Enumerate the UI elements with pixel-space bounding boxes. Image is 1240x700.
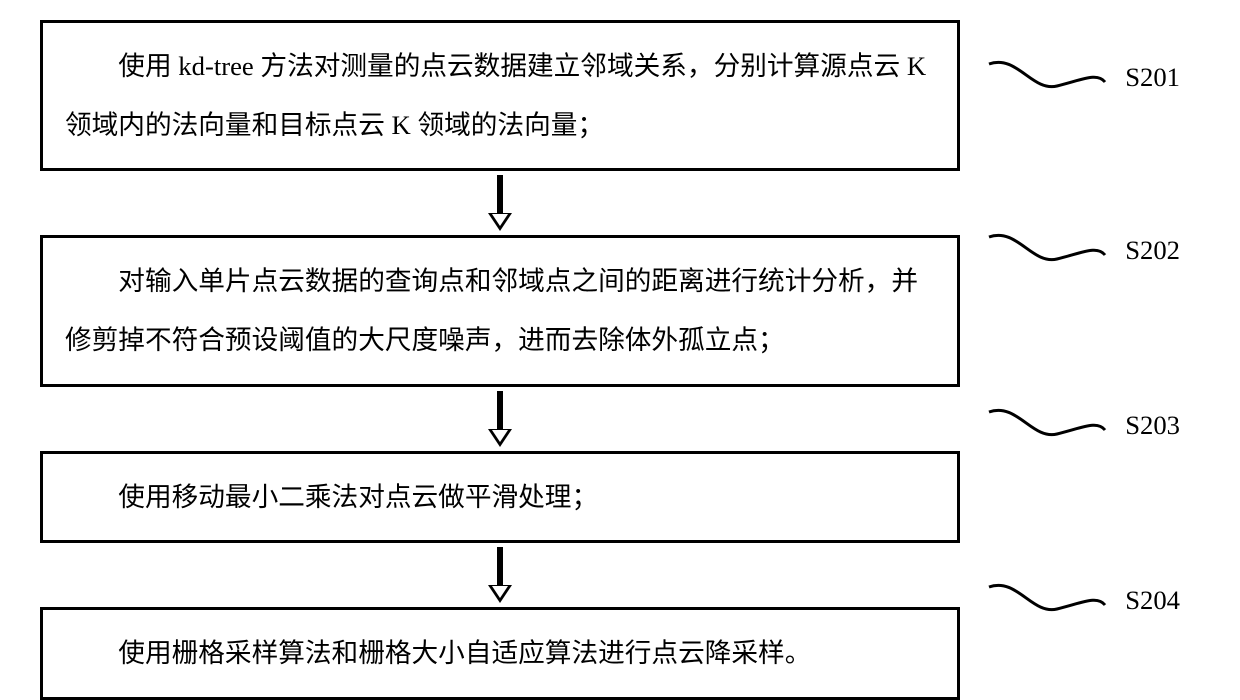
step-label-text: S204 (1125, 585, 1180, 616)
flow-node-s202: 对输入单片点云数据的查询点和邻域点之间的距离进行统计分析，并修剪掉不符合预设阈值… (40, 235, 960, 386)
step-label-text: S203 (1125, 410, 1180, 441)
step-label-s204: S204 (987, 575, 1180, 625)
flow-arrow (488, 391, 512, 447)
step-label-s202: S202 (987, 225, 1180, 275)
squiggle-connector-icon (987, 52, 1107, 102)
step-label-s201: S201 (987, 52, 1180, 102)
flow-node-s201: 使用 kd-tree 方法对测量的点云数据建立邻域关系，分别计算源点云 K 领域… (40, 20, 960, 171)
flow-node-s203: 使用移动最小二乘法对点云做平滑处理； (40, 451, 960, 544)
squiggle-connector-icon (987, 400, 1107, 450)
step-label-s203: S203 (987, 400, 1180, 450)
step-label-text: S201 (1125, 62, 1180, 93)
flowchart-container: 使用 kd-tree 方法对测量的点云数据建立邻域关系，分别计算源点云 K 领域… (40, 20, 960, 700)
flow-arrow (488, 175, 512, 231)
squiggle-connector-icon (987, 575, 1107, 625)
step-label-text: S202 (1125, 235, 1180, 266)
flow-node-s204: 使用栅格采样算法和栅格大小自适应算法进行点云降采样。 (40, 607, 960, 700)
squiggle-connector-icon (987, 225, 1107, 275)
flow-arrow (488, 547, 512, 603)
